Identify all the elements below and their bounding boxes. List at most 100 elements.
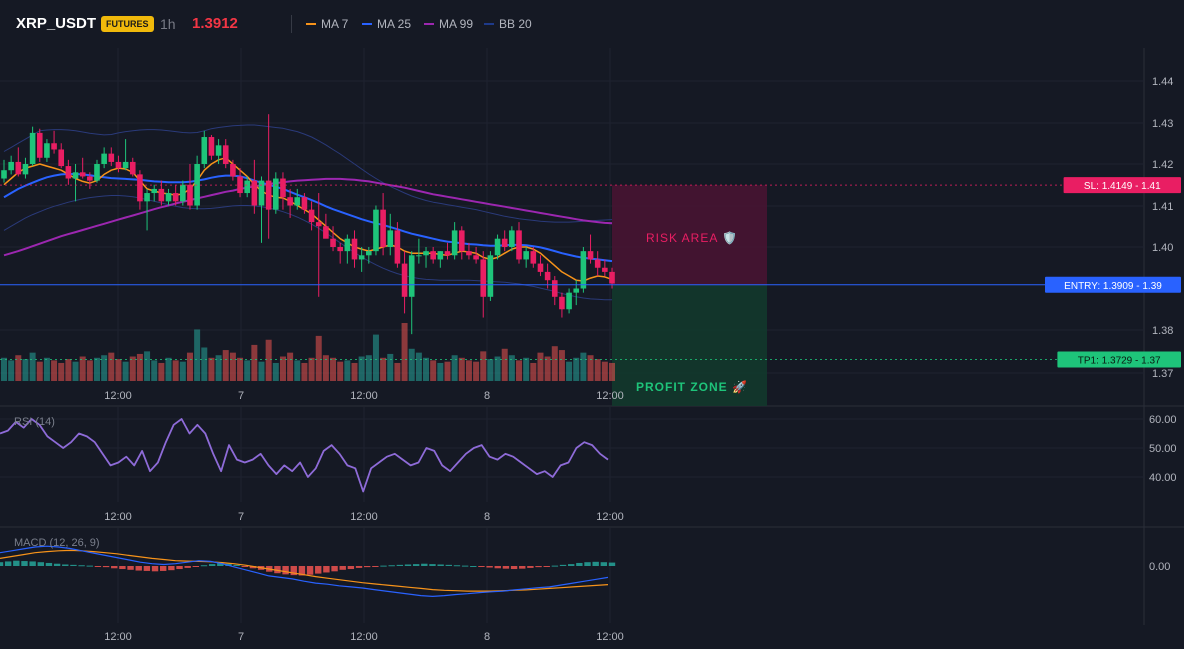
volume-bar [601, 361, 608, 381]
candle-body [337, 247, 343, 252]
macd-histogram-bar [0, 562, 4, 566]
volume-bar [86, 360, 93, 381]
macd-histogram-bar [4, 561, 12, 566]
risk-area-zone [612, 185, 767, 285]
legend-ma7[interactable]: MA 7 [306, 0, 348, 48]
volume-bar [301, 362, 308, 381]
candle-body [480, 259, 487, 297]
volume-bar [337, 361, 344, 381]
candle-body [537, 263, 544, 272]
stop-loss-tag-bg [1063, 177, 1181, 194]
candle-body [101, 153, 107, 164]
candle-body [366, 251, 372, 256]
candle-body [344, 238, 351, 252]
legend-ma99[interactable]: MA 99 [424, 0, 473, 48]
candle-body [380, 209, 386, 247]
macd-histogram-bar [535, 566, 542, 568]
macd-histogram-bar [559, 564, 567, 566]
ma7-line [3, 157, 613, 282]
macd-histogram-bar [478, 566, 485, 567]
futures-badge: FUTURES [101, 16, 154, 32]
candle-body [151, 188, 158, 194]
pane-frames [0, 48, 1184, 625]
volume-bar [244, 360, 251, 381]
macd-histogram-bar [21, 561, 28, 566]
candle-body [609, 271, 615, 284]
macd-histogram-bar [135, 566, 142, 571]
macd-histogram-bar [151, 566, 159, 572]
grid [0, 48, 1144, 623]
rsi-tick-label: 60.00 [1149, 414, 1177, 426]
candle-body [265, 180, 272, 210]
volume-bar [508, 355, 515, 381]
macd-histogram-bar [355, 566, 363, 568]
volume-bar [29, 352, 36, 381]
volume-bar [22, 359, 29, 381]
level-tags[interactable]: SL: 1.4149 - 1.41 ENTRY: 1.3909 - 1.39 TP1… [1045, 177, 1181, 368]
candle-body [587, 251, 594, 260]
candle-body [501, 238, 508, 247]
timeframe-selector[interactable]: 1h [160, 16, 176, 32]
volume-bar [330, 357, 337, 381]
macd-histogram-bar [388, 565, 395, 567]
volume-bar [358, 356, 365, 381]
macd-title: MACD (12, 26, 9) [14, 537, 100, 549]
candle-body [394, 230, 401, 264]
price-tick-label: 1.43 [1152, 118, 1173, 130]
candle-body [401, 263, 408, 297]
volume-bar [487, 359, 494, 381]
time-tick-label: 7 [238, 390, 244, 402]
volume-bar [229, 352, 236, 381]
macd-histogram-bar [347, 566, 355, 570]
entry-tag: ENTRY: 1.3909 - 1.39 [1064, 281, 1162, 292]
macd-histogram-bar [315, 566, 322, 574]
macd-histogram-bar [364, 566, 371, 568]
volume-bar [473, 361, 480, 381]
candle-body [1, 170, 7, 179]
macd-histogram-bar [282, 566, 289, 575]
candle-body [544, 271, 551, 281]
candle-body [315, 222, 322, 227]
volume-bar [43, 357, 50, 381]
volume-bar [365, 355, 372, 381]
volume-bar [265, 339, 272, 381]
symbol-name[interactable]: XRP_USDT [16, 15, 97, 32]
volume-bar [101, 355, 108, 381]
legend-bb20[interactable]: BB 20 [484, 0, 532, 48]
candle-body [222, 145, 229, 164]
volume-bar [151, 360, 158, 381]
candle-body [287, 197, 293, 206]
volume-bar [258, 361, 265, 381]
macd-histogram-bar [339, 566, 346, 570]
macd-histogram-bar [486, 566, 493, 568]
candle-body [559, 296, 565, 310]
legend-bb20-swatch [484, 22, 494, 25]
macd-histogram-bar [576, 562, 583, 566]
volume-bar [158, 362, 165, 381]
rsi-tick-label: 40.00 [1149, 472, 1177, 484]
macd-tick-label: 0.00 [1149, 561, 1170, 573]
volume-bar [287, 352, 294, 381]
volume-bar [516, 360, 523, 381]
legend-ma25[interactable]: MA 25 [362, 0, 411, 48]
candle-body [573, 288, 580, 293]
candle-body [594, 259, 601, 268]
macd-histogram-bar [249, 566, 257, 569]
rsi-line [0, 418, 609, 493]
time-tick-label: 12:00 [104, 631, 132, 643]
macd-histogram-bar [102, 566, 110, 568]
volume-bar [387, 353, 394, 381]
macd-histogram-bar [331, 566, 338, 572]
volume-bar [415, 352, 422, 381]
volume-bar [222, 350, 229, 381]
macd-histogram-bar [551, 565, 559, 567]
candle-body [194, 164, 200, 206]
volume-bar [237, 357, 244, 381]
macd-histogram-bar [412, 564, 420, 566]
candle-body [351, 238, 358, 260]
volume-bar [494, 356, 501, 381]
candle-body [466, 251, 472, 256]
macd-histogram-bar [111, 566, 118, 569]
candle-body [430, 251, 436, 260]
